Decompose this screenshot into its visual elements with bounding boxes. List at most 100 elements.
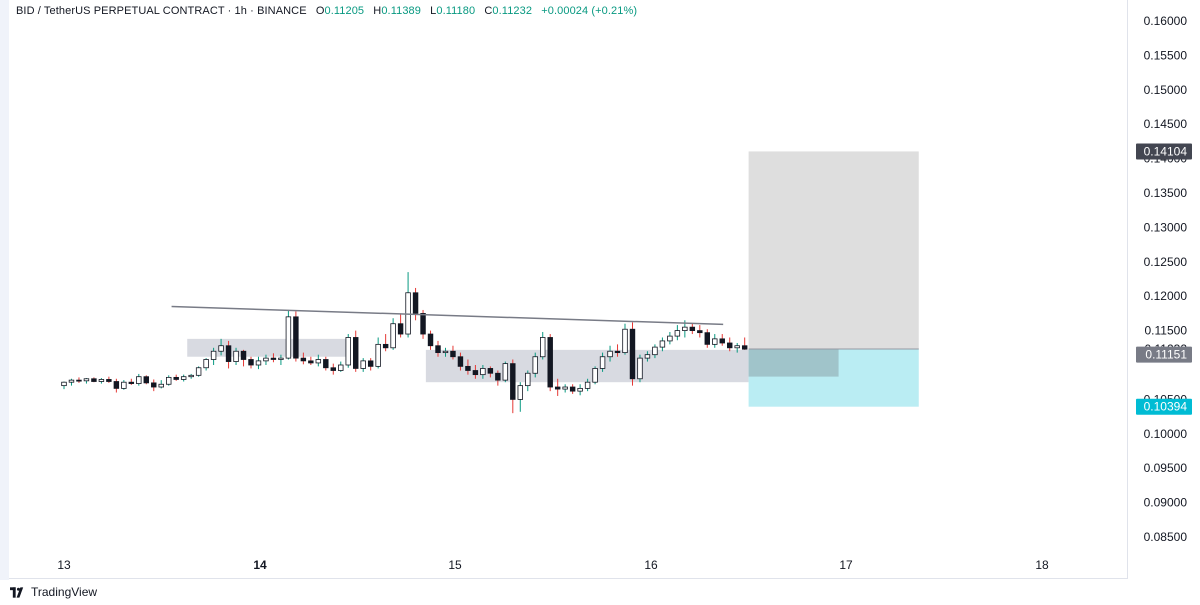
candle[interactable] bbox=[592, 366, 598, 385]
resistance-trendline[interactable] bbox=[171, 305, 724, 326]
candle[interactable] bbox=[225, 340, 232, 369]
candle[interactable] bbox=[113, 378, 120, 393]
candle[interactable] bbox=[412, 287, 419, 321]
symbol-title[interactable]: BID / TetherUS PERPETUAL CONTRACT · 1h ·… bbox=[16, 5, 307, 17]
candle[interactable] bbox=[233, 347, 239, 365]
candle[interactable] bbox=[166, 375, 172, 386]
candle[interactable] bbox=[240, 349, 247, 367]
candle[interactable] bbox=[83, 378, 90, 384]
candle[interactable] bbox=[704, 329, 711, 348]
candle[interactable] bbox=[143, 375, 149, 385]
time-axis[interactable]: 13 14 15 16 17 18 bbox=[57, 558, 1049, 572]
candle[interactable] bbox=[210, 347, 217, 365]
candle[interactable] bbox=[637, 354, 643, 383]
candle[interactable] bbox=[61, 381, 67, 390]
candle[interactable] bbox=[248, 356, 254, 369]
candle[interactable] bbox=[255, 356, 262, 370]
candle[interactable] bbox=[435, 340, 441, 357]
candle[interactable] bbox=[270, 353, 277, 363]
candle[interactable] bbox=[719, 334, 725, 346]
candle[interactable] bbox=[360, 358, 366, 372]
candle[interactable] bbox=[405, 272, 411, 338]
candle[interactable] bbox=[644, 351, 651, 362]
candle[interactable] bbox=[68, 378, 75, 386]
candle[interactable] bbox=[158, 380, 164, 389]
candle[interactable] bbox=[622, 323, 628, 355]
candle[interactable] bbox=[562, 384, 568, 393]
candle[interactable] bbox=[487, 366, 494, 378]
candle[interactable] bbox=[323, 356, 329, 371]
candle[interactable] bbox=[532, 352, 538, 378]
candle[interactable] bbox=[510, 359, 516, 414]
candle[interactable] bbox=[577, 384, 583, 396]
candle[interactable] bbox=[629, 322, 636, 386]
candle[interactable] bbox=[667, 331, 673, 345]
candle[interactable] bbox=[375, 337, 381, 369]
candle[interactable] bbox=[345, 334, 351, 368]
candle[interactable] bbox=[173, 374, 179, 381]
candle[interactable] bbox=[128, 378, 135, 385]
candle[interactable] bbox=[76, 377, 82, 383]
candlestick-chart[interactable]: 0.160000.155000.150000.145000.140000.135… bbox=[0, 0, 1200, 580]
candle[interactable] bbox=[540, 331, 546, 360]
candle-body bbox=[240, 350, 247, 360]
tradingview-footer[interactable]: TradingView bbox=[10, 585, 97, 599]
consolidation-zone[interactable] bbox=[425, 349, 749, 383]
candle[interactable] bbox=[584, 378, 591, 392]
candle[interactable] bbox=[300, 352, 307, 365]
candle[interactable] bbox=[442, 347, 449, 357]
candle[interactable] bbox=[330, 363, 337, 375]
candle[interactable] bbox=[727, 337, 733, 352]
candle[interactable] bbox=[525, 370, 531, 392]
price-axis[interactable]: 0.160000.155000.150000.145000.140000.135… bbox=[1144, 14, 1188, 544]
candle[interactable] bbox=[263, 354, 269, 365]
candle[interactable] bbox=[293, 311, 299, 362]
candle[interactable] bbox=[697, 325, 703, 338]
candle[interactable] bbox=[472, 365, 479, 379]
candle[interactable] bbox=[712, 334, 718, 348]
candle[interactable] bbox=[674, 325, 681, 341]
candle[interactable] bbox=[614, 344, 621, 357]
plot-area[interactable] bbox=[9, 0, 1128, 579]
candle[interactable] bbox=[607, 345, 613, 362]
candle[interactable] bbox=[457, 352, 464, 371]
candle[interactable] bbox=[741, 337, 748, 350]
candle[interactable] bbox=[450, 345, 456, 360]
candle[interactable] bbox=[382, 334, 389, 352]
candle[interactable] bbox=[338, 361, 344, 372]
candle[interactable] bbox=[203, 358, 209, 371]
candle[interactable] bbox=[180, 374, 187, 382]
candle[interactable] bbox=[106, 376, 112, 383]
candle[interactable] bbox=[151, 379, 157, 392]
candle[interactable] bbox=[98, 378, 105, 384]
target-area[interactable] bbox=[748, 151, 919, 350]
candle[interactable] bbox=[367, 358, 374, 371]
candle[interactable] bbox=[121, 380, 127, 390]
candle[interactable] bbox=[569, 384, 576, 394]
candle[interactable] bbox=[734, 342, 740, 353]
candle[interactable] bbox=[218, 338, 224, 356]
candle[interactable] bbox=[659, 337, 666, 352]
candle[interactable] bbox=[465, 359, 471, 375]
candle[interactable] bbox=[390, 318, 396, 350]
candle[interactable] bbox=[278, 354, 284, 365]
candle[interactable] bbox=[502, 361, 509, 383]
candle[interactable] bbox=[308, 356, 314, 365]
candle[interactable] bbox=[188, 373, 194, 379]
candle[interactable] bbox=[315, 354, 322, 367]
candle[interactable] bbox=[554, 378, 561, 396]
candle[interactable] bbox=[480, 365, 486, 379]
candle[interactable] bbox=[285, 309, 292, 360]
candle[interactable] bbox=[517, 382, 524, 412]
candle[interactable] bbox=[195, 366, 202, 377]
candle[interactable] bbox=[353, 330, 359, 372]
candle[interactable] bbox=[599, 352, 606, 372]
candle[interactable] bbox=[427, 330, 434, 350]
candle[interactable] bbox=[91, 377, 97, 383]
candle[interactable] bbox=[397, 313, 404, 338]
candle[interactable] bbox=[689, 323, 696, 335]
candle[interactable] bbox=[652, 344, 658, 359]
candle[interactable] bbox=[136, 373, 142, 386]
candle[interactable] bbox=[547, 334, 553, 392]
candle[interactable] bbox=[495, 370, 501, 386]
